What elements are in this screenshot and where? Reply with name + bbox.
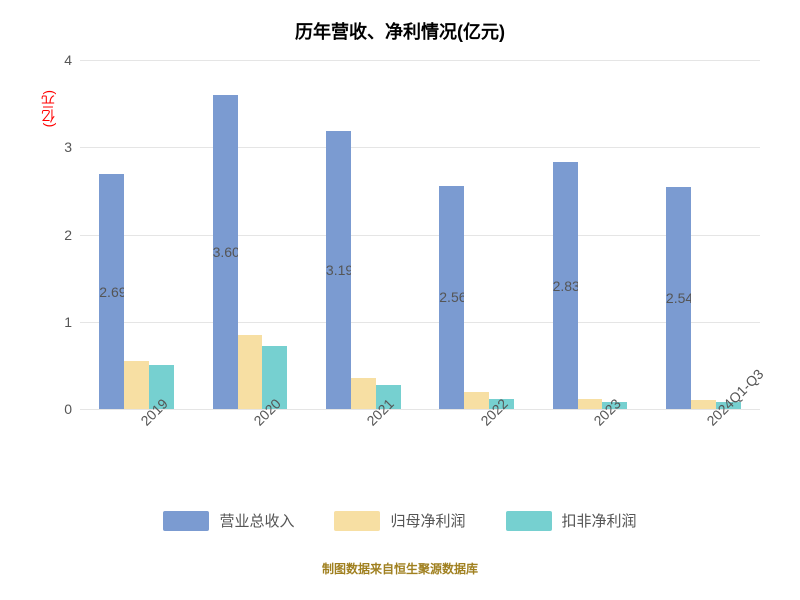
- y-tick-label: 3: [64, 139, 80, 155]
- y-tick-label: 1: [64, 314, 80, 330]
- legend-label: 营业总收入: [219, 510, 294, 531]
- bar: 2.54: [666, 187, 691, 409]
- gridline: [80, 409, 760, 410]
- data-source-footer: 制图数据来自恒生聚源数据库: [0, 560, 800, 577]
- bar-value-label: 2.56: [439, 289, 464, 305]
- plot-region: 012342.6920193.6020203.1920212.5620222.8…: [80, 60, 760, 410]
- bar-value-label: 2.83: [553, 278, 578, 294]
- legend-item: 扣非净利润: [506, 510, 637, 531]
- legend-label: 扣非净利润: [562, 510, 637, 531]
- bar: 2.69: [99, 174, 124, 409]
- bar-value-label: 2.69: [99, 284, 124, 300]
- y-axis-label: (亿元): [38, 90, 58, 127]
- legend-label: 归母净利润: [390, 510, 465, 531]
- legend-swatch: [163, 511, 209, 531]
- bar-group: 2.562022: [420, 60, 533, 409]
- bar: 2.56: [439, 186, 464, 409]
- bar-group: 3.602020: [193, 60, 306, 409]
- bar-group: 2.832023: [533, 60, 646, 409]
- y-tick-label: 4: [64, 52, 80, 68]
- y-tick-label: 2: [64, 227, 80, 243]
- bar-value-label: 3.19: [326, 262, 351, 278]
- legend: 营业总收入 归母净利润 扣非净利润: [0, 510, 800, 531]
- bar: 3.60: [213, 95, 238, 409]
- bar-value-label: 3.60: [213, 244, 238, 260]
- bar: 3.19: [326, 131, 351, 409]
- legend-item: 归母净利润: [334, 510, 465, 531]
- bar-value-label: 2.54: [666, 290, 691, 306]
- chart-title: 历年营收、净利情况(亿元): [0, 0, 800, 44]
- legend-item: 营业总收入: [163, 510, 294, 531]
- legend-swatch: [334, 511, 380, 531]
- x-tick-label: 2023: [582, 387, 624, 429]
- bar-group: 3.192021: [307, 60, 420, 409]
- y-tick-label: 0: [64, 401, 80, 417]
- legend-swatch: [506, 511, 552, 531]
- x-tick-label: 2024Q1-Q3: [695, 357, 767, 429]
- bar: 2.83: [553, 162, 578, 409]
- bar-group: 2.542024Q1-Q3: [647, 60, 760, 409]
- chart-area: 012342.6920193.6020203.1920212.5620222.8…: [80, 60, 760, 410]
- bar-group: 2.692019: [80, 60, 193, 409]
